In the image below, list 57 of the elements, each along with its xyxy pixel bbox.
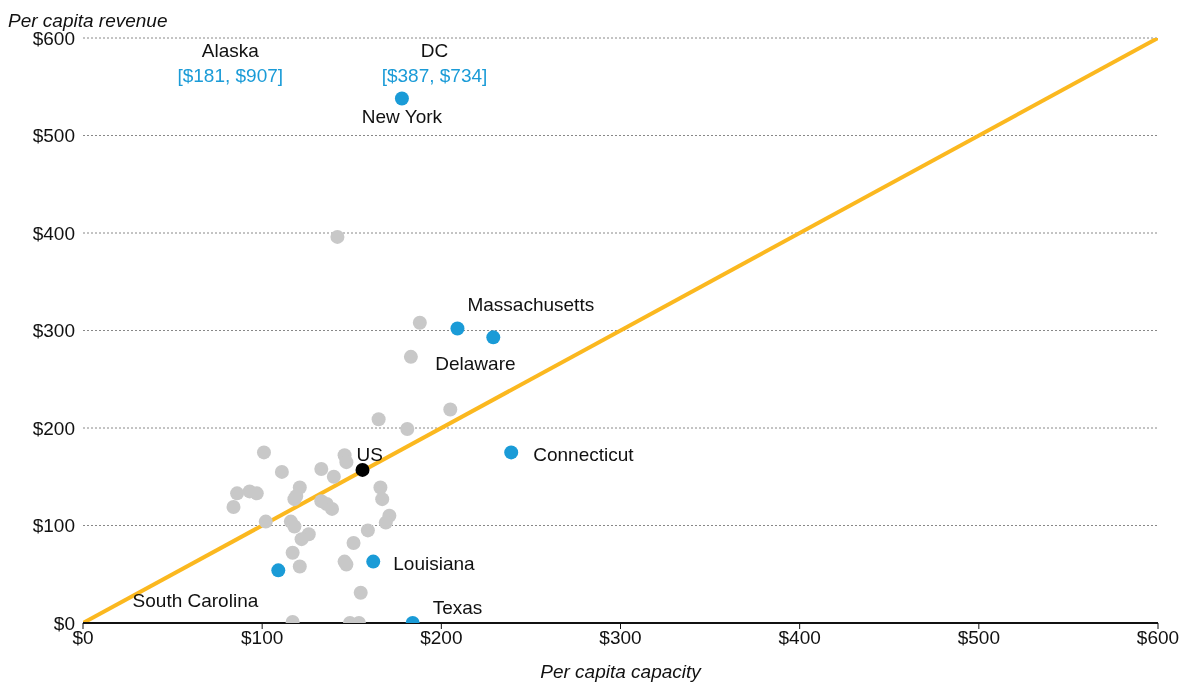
- point: [353, 585, 368, 600]
- note: [$181, $907]: [177, 65, 284, 87]
- point: [486, 330, 501, 345]
- annotation: US: [356, 443, 383, 465]
- annotation: Texas: [432, 596, 483, 618]
- annotation: South Carolina: [132, 590, 259, 611]
- y-axis-title: Per capita revenue: [8, 10, 168, 32]
- x-tick-label: $600: [1136, 627, 1180, 649]
- x-axis-title: Per capita capacity: [540, 661, 703, 682]
- point: [394, 91, 409, 106]
- x-tick-label: $100: [241, 627, 284, 649]
- point: [443, 402, 458, 417]
- note: [$387, $734]: [381, 65, 488, 87]
- point: [360, 523, 375, 538]
- point: [339, 455, 354, 470]
- point: [230, 486, 245, 501]
- y-tick-label: $300: [32, 320, 75, 342]
- x-tick-label: $200: [420, 627, 463, 649]
- point: [504, 445, 519, 460]
- point: [366, 554, 381, 569]
- point: [285, 545, 300, 560]
- x-tick-label: $300: [599, 627, 642, 649]
- point: [371, 412, 386, 427]
- y-tick-label: $400: [32, 222, 75, 244]
- point: [287, 519, 302, 534]
- annotation: Delaware: [435, 352, 516, 374]
- point: [326, 469, 341, 484]
- point: [294, 532, 309, 547]
- point: [403, 349, 418, 364]
- annotation: Louisiana: [393, 553, 476, 575]
- point: [226, 499, 241, 514]
- y-tick-label: $100: [32, 515, 75, 537]
- point: [412, 315, 427, 330]
- note: DC: [420, 40, 449, 62]
- point: [400, 421, 415, 436]
- annotation: Connecticut: [533, 444, 635, 466]
- point: [271, 563, 286, 578]
- point: [346, 536, 361, 551]
- x-tick-label: $400: [778, 627, 821, 649]
- point: [378, 515, 393, 530]
- point: [373, 480, 388, 495]
- point: [292, 559, 307, 574]
- point: [314, 461, 329, 476]
- point: [258, 514, 273, 529]
- annotation: Massachusetts: [467, 294, 595, 316]
- point: [450, 321, 465, 336]
- point: [375, 492, 390, 507]
- point: [330, 229, 345, 244]
- y-tick-label: $200: [32, 417, 75, 439]
- note: Alaska: [201, 40, 259, 62]
- point: [256, 445, 271, 460]
- x-tick-label: $500: [957, 627, 1000, 649]
- point: [355, 462, 370, 477]
- annotation: New York: [361, 106, 443, 128]
- point: [274, 464, 289, 479]
- y-tick-label: $500: [32, 125, 75, 147]
- point: [325, 501, 340, 516]
